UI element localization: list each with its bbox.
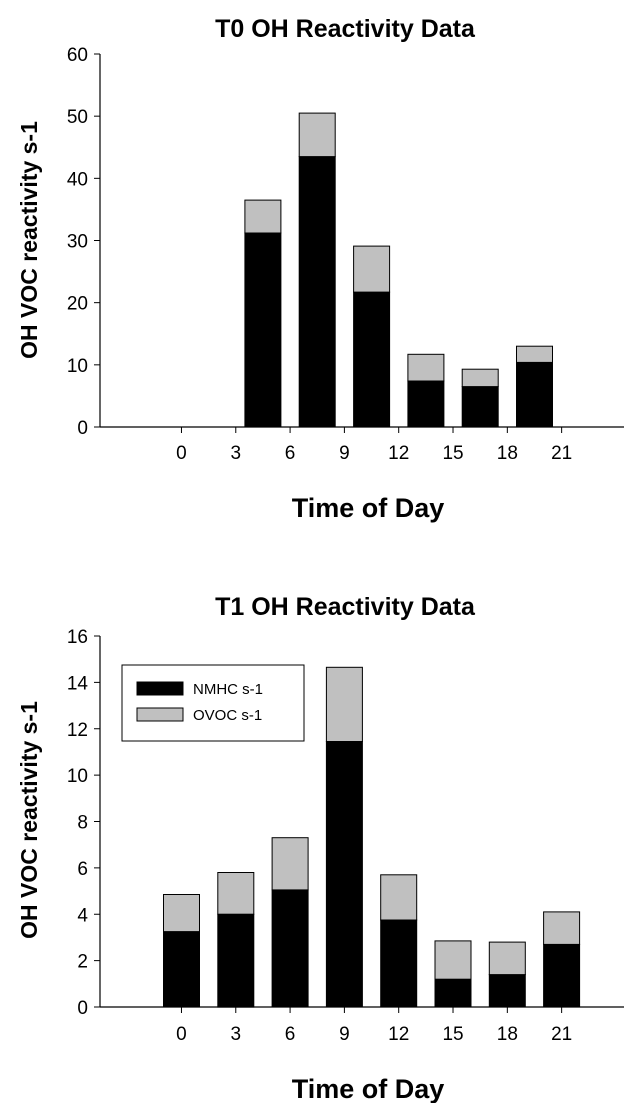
x-tick-label: 21: [551, 443, 572, 464]
y-tick-label: 50: [67, 107, 88, 128]
bar-ovoc: [298, 112, 336, 158]
chart-t1-y-axis-label: OH VOC reactivity s-1: [16, 701, 42, 939]
y-tick-label: 2: [77, 952, 88, 973]
x-tick-label: 6: [285, 1024, 296, 1045]
bar-nmhc: [298, 156, 336, 428]
x-tick-label: 3: [230, 1024, 241, 1045]
y-tick-label: 10: [67, 356, 88, 377]
chart-t0: T0 OH Reactivity Data OH VOC reactivity …: [16, 15, 624, 523]
chart-t1-legend: NMHC s-1 OVOC s-1: [121, 664, 305, 742]
bar-ovoc: [271, 837, 309, 891]
bar-nmhc: [488, 974, 526, 1008]
bar-nmhc: [543, 943, 581, 1008]
bar-ovoc: [461, 368, 499, 388]
chart-t1-axes: 0 2 4 6 8 10 12 14 16 0 3 6 9 12 15 18 21: [67, 627, 624, 1045]
bar-ovoc: [217, 872, 255, 915]
x-tick-label: 18: [497, 443, 518, 464]
bar-ovoc: [163, 894, 200, 933]
y-tick-label: 8: [77, 813, 88, 834]
chart-t0-title: T0 OH Reactivity Data: [215, 15, 476, 43]
chart-t1-title: T1 OH Reactivity Data: [215, 593, 476, 621]
y-tick-label: 40: [67, 169, 88, 190]
bar-nmhc: [380, 919, 418, 1008]
x-tick-label: 9: [339, 1024, 350, 1045]
bar-ovoc: [325, 666, 363, 742]
bar-ovoc: [434, 940, 472, 980]
chart-t0-bars: [244, 112, 553, 428]
x-tick-label: 6: [285, 443, 296, 464]
x-tick-label: 18: [497, 1024, 518, 1045]
bar-nmhc: [461, 386, 499, 428]
chart-t0-x-axis-label: Time of Day: [292, 493, 445, 523]
y-tick-label: 10: [67, 766, 88, 787]
y-tick-label: 4: [77, 905, 88, 926]
bar-nmhc: [244, 232, 282, 428]
bar-nmhc: [325, 741, 363, 1008]
bar-nmhc: [516, 361, 553, 428]
bar-ovoc: [543, 911, 581, 945]
bar-nmhc: [407, 380, 445, 428]
bar-ovoc: [488, 941, 526, 976]
y-tick-label: 6: [77, 859, 88, 880]
chart-t0-y-axis-label: OH VOC reactivity s-1: [16, 121, 42, 359]
legend-label-nmhc: NMHC s-1: [193, 681, 263, 698]
x-tick-label: 12: [388, 443, 409, 464]
x-tick-label: 21: [551, 1024, 572, 1045]
y-tick-label: 30: [67, 232, 88, 253]
x-tick-label: 0: [176, 443, 187, 464]
bar-ovoc: [380, 874, 418, 921]
chart-t0-axes: 0 10 20 30 40 50 60 0 3 6 9 12 15 18 21: [67, 45, 624, 464]
chart-t1-bars: [163, 666, 581, 1008]
bar-nmhc: [434, 978, 472, 1008]
bar-ovoc: [407, 353, 445, 382]
bar-nmhc: [163, 931, 200, 1008]
legend-box: [121, 664, 305, 742]
y-tick-label: 0: [77, 998, 88, 1019]
bar-nmhc: [271, 889, 309, 1008]
chart-t1: T1 OH Reactivity Data OH VOC reactivity …: [16, 593, 624, 1103]
legend-swatch-ovoc: [136, 707, 184, 722]
y-tick-label: 0: [77, 418, 88, 439]
x-tick-label: 0: [176, 1024, 187, 1045]
bar-ovoc: [244, 199, 282, 234]
bar-ovoc: [516, 345, 553, 363]
x-tick-label: 15: [442, 1024, 463, 1045]
y-tick-label: 60: [67, 45, 88, 66]
y-tick-label: 20: [67, 294, 88, 315]
chart-t1-x-axis-label: Time of Day: [292, 1074, 445, 1103]
legend-label-ovoc: OVOC s-1: [193, 707, 262, 724]
x-tick-label: 15: [442, 443, 463, 464]
bar-nmhc: [353, 291, 391, 428]
bar-ovoc: [353, 245, 391, 293]
legend-swatch-nmhc: [136, 681, 184, 696]
x-tick-label: 3: [230, 443, 241, 464]
bar-nmhc: [217, 913, 255, 1008]
y-tick-label: 16: [67, 627, 88, 648]
x-tick-label: 9: [339, 443, 350, 464]
y-tick-label: 14: [67, 673, 89, 694]
y-tick-label: 12: [67, 720, 88, 741]
x-tick-label: 12: [388, 1024, 409, 1045]
